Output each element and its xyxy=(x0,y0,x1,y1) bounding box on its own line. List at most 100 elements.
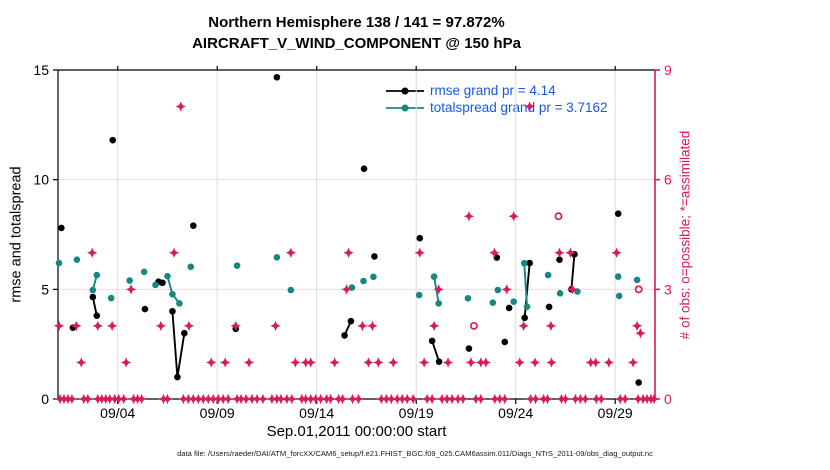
chart-title-line1: Northern Hemisphere 138 / 141 = 97.872% xyxy=(208,14,505,31)
obs-assimilated-marker xyxy=(100,393,111,405)
rmse-line xyxy=(523,262,531,318)
rmse-point xyxy=(521,314,528,322)
rmse-point xyxy=(493,254,501,261)
obs-assimilated-marker xyxy=(310,393,321,405)
obs-assimilated-marker xyxy=(53,320,65,332)
rmse-point xyxy=(181,329,188,337)
rmse-point xyxy=(635,379,642,386)
obs-assimilated-marker xyxy=(381,393,392,405)
obs-assimilated-marker xyxy=(92,393,103,405)
obs-assimilated-marker xyxy=(433,284,444,295)
obs-assimilated-marker xyxy=(367,320,378,332)
obs-assimilated-marker xyxy=(627,357,639,368)
totalspread-point xyxy=(55,259,63,267)
obs-assimilated-marker xyxy=(96,393,107,405)
totalspread-point xyxy=(107,294,115,302)
totalspread-point xyxy=(89,286,97,294)
rmse-point xyxy=(614,210,622,217)
totalspread-line xyxy=(523,263,528,307)
obs-assimilated-marker xyxy=(168,247,180,258)
obs-assimilated-marker xyxy=(300,357,311,368)
totalspread-point xyxy=(233,262,241,269)
obs-assimilated-marker xyxy=(337,393,348,405)
legend: rmse grand pr = 4.14 totalspread grand p… xyxy=(384,82,608,116)
y-right-tick-label: 9 xyxy=(664,62,672,78)
rmse-point xyxy=(435,358,443,366)
obs-assimilated-marker xyxy=(402,393,413,405)
legend-label-totalspread: totalspread grand pr = 3.7162 xyxy=(430,100,608,115)
rmse-point xyxy=(273,73,281,81)
obs-assimilated-marker xyxy=(175,101,186,112)
obs-assimilated-marker xyxy=(92,320,103,332)
rmse-line xyxy=(431,340,440,363)
obs-assimilated-marker xyxy=(305,357,316,368)
chart-title-line2: AIRCRAFT_V_WIND_COMPONENT @ 150 hPa xyxy=(192,35,521,52)
totalspread-point xyxy=(430,273,438,280)
obs-assimilated-marker xyxy=(246,393,258,405)
obs-assimilated-marker xyxy=(386,393,397,405)
legend-row-rmse: rmse grand pr = 4.14 xyxy=(384,82,608,99)
obs-assimilated-marker xyxy=(530,393,541,405)
rmse-line xyxy=(570,254,576,290)
obs-assimilated-marker xyxy=(325,393,336,405)
rmse-point xyxy=(93,312,101,319)
obs-assimilated-marker xyxy=(341,284,352,295)
obs-assimilated-marker xyxy=(296,393,307,405)
obs-assimilated-marker xyxy=(87,247,98,258)
obs-assimilated-marker xyxy=(465,357,477,368)
totalspread-point xyxy=(489,299,497,307)
obs-possible-marker xyxy=(469,321,478,330)
obs-assimilated-marker xyxy=(113,393,124,405)
obs-assimilated-marker xyxy=(162,393,173,405)
obs-assimilated-marker xyxy=(230,320,241,332)
rmse-point xyxy=(69,324,77,332)
obs-assimilated-marker xyxy=(475,357,487,368)
rmse-point xyxy=(501,338,509,346)
obs-assimilated-marker xyxy=(560,393,571,405)
obs-assimilated-marker xyxy=(285,247,297,258)
obs-assimilated-marker xyxy=(373,357,384,368)
obs-assimilated-marker xyxy=(556,393,567,405)
obs-assimilated-marker xyxy=(136,393,147,405)
rmse-point xyxy=(190,222,197,230)
obs-assimilated-marker xyxy=(343,247,354,258)
totalspread-point xyxy=(273,254,281,261)
obs-assimilated-marker xyxy=(421,393,433,405)
totalspread-point xyxy=(494,286,502,294)
obs-assimilated-marker xyxy=(132,393,143,405)
obs-assimilated-marker xyxy=(178,393,189,405)
totalspread-point xyxy=(140,268,148,276)
obs-assimilated-marker xyxy=(257,393,269,405)
y-right-tick-label: 0 xyxy=(664,391,672,407)
obs-assimilated-marker xyxy=(457,393,469,405)
totalspread-point xyxy=(73,256,81,264)
obs-assimilated-marker xyxy=(251,393,263,405)
totalspread-point xyxy=(520,259,528,267)
y-right-tick-label: 3 xyxy=(664,281,672,297)
totalspread-point xyxy=(523,303,531,310)
obs-assimilated-marker xyxy=(408,393,419,405)
rmse-point xyxy=(109,136,117,144)
obs-assimilated-marker xyxy=(54,393,66,405)
x-axis-label: Sep.01,2011 00:00:00 start xyxy=(266,423,447,440)
rmse-point xyxy=(232,325,240,333)
rmse-point xyxy=(465,345,473,352)
obs-assimilated-marker xyxy=(104,393,115,405)
obs-assimilated-marker xyxy=(635,328,646,339)
obs-assimilated-marker xyxy=(128,393,139,405)
obs-assimilated-marker xyxy=(442,357,454,368)
obs-assimilated-marker xyxy=(321,393,332,405)
obs-assimilated-marker xyxy=(376,393,387,405)
obs-assimilated-marker xyxy=(275,393,287,405)
obs-assimilated-marker xyxy=(452,393,464,405)
obs-assimilated-marker xyxy=(580,393,591,405)
obs-assimilated-marker xyxy=(120,357,132,368)
obs-assimilated-marker xyxy=(567,284,578,295)
obs-assimilated-marker xyxy=(76,357,87,368)
rmse-point xyxy=(571,250,578,258)
obs-assimilated-marker xyxy=(546,357,557,368)
obs-assimilated-marker xyxy=(235,393,247,405)
totalspread-point xyxy=(152,281,159,289)
obs-assimilated-marker xyxy=(631,320,643,332)
